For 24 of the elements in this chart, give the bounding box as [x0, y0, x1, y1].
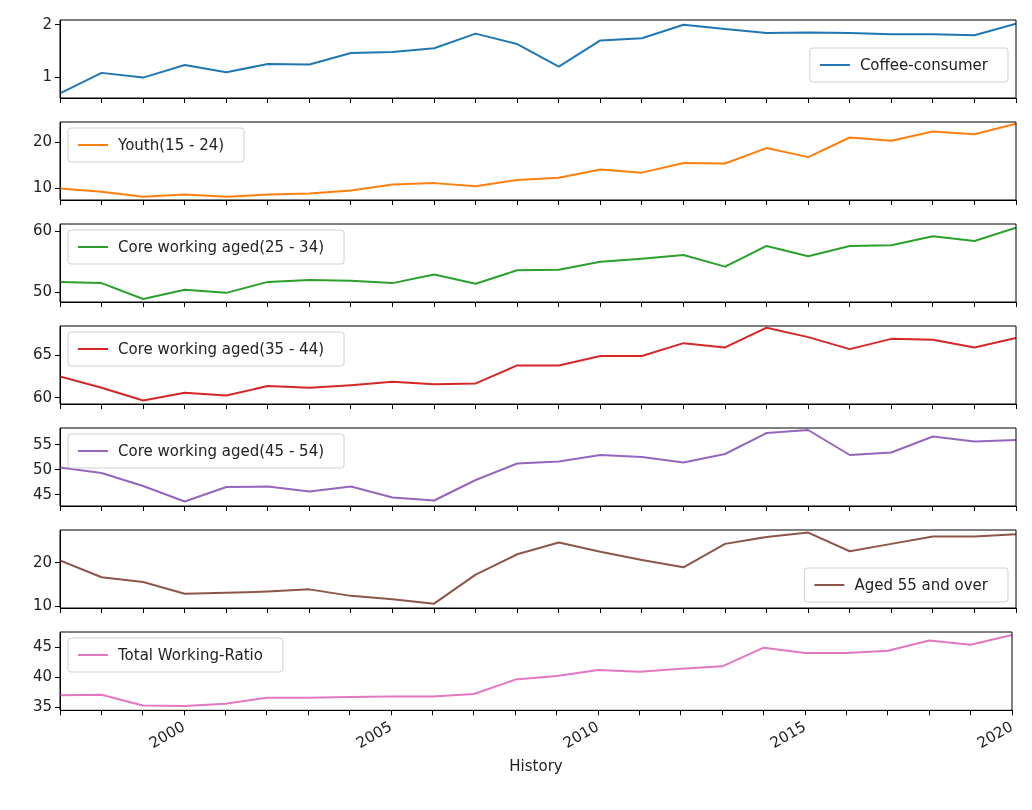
- y-tick-label: 65: [32, 345, 52, 364]
- y-tick-label: 40: [32, 667, 52, 686]
- y-tick-label: 45: [32, 636, 52, 655]
- y-tick-label: 50: [32, 282, 52, 301]
- legend-label: Total Working-Ratio: [117, 645, 263, 664]
- y-tick-label: 20: [32, 132, 52, 151]
- y-tick-label: 60: [32, 221, 52, 240]
- legend-label: Aged 55 and over: [854, 575, 989, 594]
- y-tick-label: 45: [32, 484, 52, 503]
- y-tick-label: 2: [42, 14, 52, 33]
- legend-label: Core working aged(45 - 54): [118, 441, 325, 460]
- y-tick-label: 50: [32, 459, 52, 478]
- y-tick-label: 55: [32, 434, 52, 453]
- legend-label: Youth(15 - 24): [117, 135, 225, 154]
- y-tick-label: 20: [32, 552, 52, 571]
- y-tick-label: 1: [42, 66, 52, 85]
- y-tick-label: 35: [32, 697, 52, 716]
- legend-label: Core working aged(35 - 44): [118, 339, 325, 358]
- y-tick-label: 10: [32, 596, 52, 615]
- y-tick-label: 10: [32, 178, 52, 197]
- legend-label: Core working aged(25 - 34): [118, 237, 325, 256]
- legend-label: Coffee-consumer: [859, 55, 989, 74]
- x-axis-title: History: [509, 756, 563, 775]
- y-tick-label: 60: [32, 387, 52, 406]
